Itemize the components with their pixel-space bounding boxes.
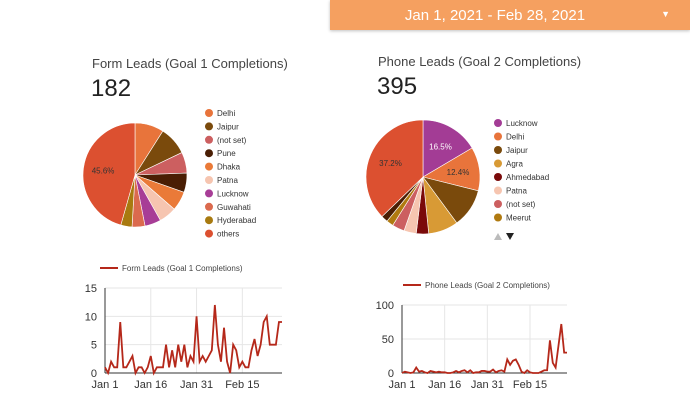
x-tick-label: Feb 15 bbox=[513, 379, 547, 391]
y-tick-label: 50 bbox=[382, 334, 394, 346]
legend-swatch bbox=[494, 200, 502, 208]
legend-item[interactable]: Ahmedabad bbox=[506, 173, 549, 182]
legend-swatch bbox=[205, 162, 213, 171]
legend-swatch bbox=[494, 146, 502, 154]
legend-item[interactable]: (not set) bbox=[506, 200, 536, 209]
legend-swatch bbox=[494, 159, 502, 168]
legend-swatch bbox=[494, 132, 502, 141]
legend-item[interactable]: others bbox=[217, 230, 239, 239]
legend-swatch bbox=[494, 119, 502, 127]
legend-swatch bbox=[205, 216, 213, 225]
legend-item[interactable]: Pune bbox=[217, 149, 236, 158]
date-range-label: Jan 1, 2021 - Feb 28, 2021 bbox=[404, 7, 586, 24]
y-tick-label: 5 bbox=[91, 340, 97, 352]
legend-swatch bbox=[205, 135, 213, 144]
legend-item[interactable]: Lucknow bbox=[506, 119, 538, 128]
legend-swatch bbox=[494, 173, 502, 181]
phone-leads-total: 395 bbox=[377, 73, 417, 100]
legend-item[interactable]: Meerut bbox=[506, 214, 532, 223]
series-line[interactable] bbox=[104, 304, 282, 376]
y-tick-label: 15 bbox=[85, 283, 97, 295]
x-tick-label: Jan 31 bbox=[180, 379, 213, 391]
legend-swatch bbox=[205, 122, 213, 131]
y-tick-label: 0 bbox=[91, 368, 97, 380]
legend-item[interactable]: Form Leads (Goal 1 Completions) bbox=[122, 264, 243, 273]
series-line[interactable] bbox=[401, 323, 567, 375]
legend-swatch bbox=[494, 186, 502, 195]
pie-slice[interactable] bbox=[365, 119, 424, 217]
legend-swatch bbox=[205, 189, 213, 198]
legend-item[interactable]: Delhi bbox=[217, 109, 235, 118]
slice-label: 16.5% bbox=[429, 142, 452, 151]
y-tick-label: 10 bbox=[85, 311, 97, 323]
legend-swatch bbox=[205, 176, 213, 184]
legend-item[interactable]: Jaipur bbox=[217, 122, 239, 131]
legend-item[interactable]: Hyderabad bbox=[217, 216, 256, 225]
legend-item[interactable]: Patna bbox=[506, 187, 527, 196]
triangle-up-icon[interactable] bbox=[494, 233, 502, 240]
legend-item[interactable]: Agra bbox=[506, 160, 523, 169]
legend-swatch bbox=[205, 109, 213, 117]
y-tick-label: 0 bbox=[388, 368, 394, 380]
legend-swatch bbox=[205, 149, 213, 158]
legend-swatch bbox=[205, 202, 213, 211]
legend-item[interactable]: Dhaka bbox=[217, 163, 241, 172]
form-leads-title: Form Leads (Goal 1 Completions) bbox=[92, 56, 288, 71]
x-tick-label: Jan 16 bbox=[428, 379, 461, 391]
legend-item[interactable]: Jaipur bbox=[506, 146, 528, 155]
phone-leads-title: Phone Leads (Goal 2 Completions) bbox=[378, 54, 581, 69]
date-range-picker[interactable]: Jan 1, 2021 - Feb 28, 2021 ▼ bbox=[330, 0, 690, 30]
legend-item[interactable]: (not set) bbox=[217, 136, 247, 145]
pie-slice[interactable] bbox=[422, 119, 473, 178]
x-tick-label: Jan 31 bbox=[471, 379, 504, 391]
pie-slice[interactable] bbox=[82, 122, 136, 226]
triangle-down-icon[interactable] bbox=[506, 233, 514, 240]
slice-label: 37.2% bbox=[379, 159, 402, 168]
y-tick-label: 100 bbox=[376, 300, 394, 312]
legend-item[interactable]: Phone Leads (Goal 2 Completions) bbox=[425, 281, 550, 290]
legend-item[interactable]: Delhi bbox=[506, 133, 524, 142]
caret-down-icon: ▼ bbox=[661, 9, 670, 19]
legend-swatch bbox=[205, 229, 213, 238]
x-tick-label: Jan 1 bbox=[92, 379, 119, 391]
legend-item[interactable]: Patna bbox=[217, 176, 238, 185]
slice-label: 12.4% bbox=[447, 168, 470, 177]
x-tick-label: Jan 1 bbox=[389, 379, 416, 391]
slice-label: 45.6% bbox=[92, 167, 115, 176]
legend-item[interactable]: Lucknow bbox=[217, 189, 249, 198]
legend-swatch bbox=[494, 213, 502, 222]
form-leads-total: 182 bbox=[91, 75, 131, 102]
x-tick-label: Jan 16 bbox=[134, 379, 167, 391]
legend-item[interactable]: Guwahati bbox=[217, 203, 251, 212]
x-tick-label: Feb 15 bbox=[225, 379, 259, 391]
